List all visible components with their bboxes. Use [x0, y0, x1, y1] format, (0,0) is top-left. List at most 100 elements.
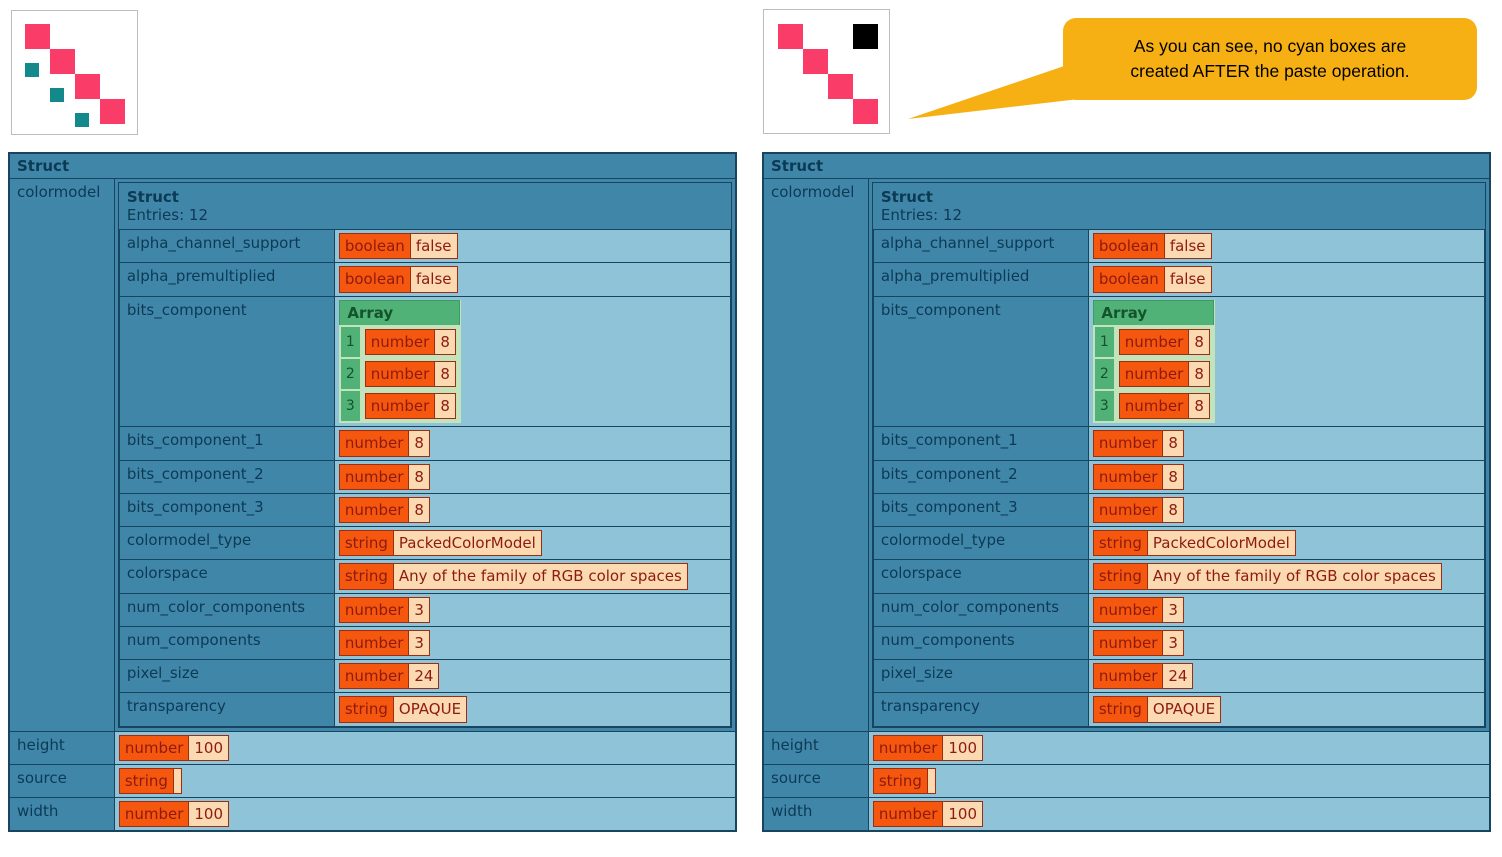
array-index: 1	[1092, 324, 1116, 359]
type-value-badge: string OPAQUE	[338, 696, 468, 723]
type-label: boolean	[1093, 267, 1164, 292]
nested-struct-table: alpha_channel_support boolean false alpha_p…	[118, 228, 732, 727]
type-value-badge: string Any of the family of RGB color spa…	[1092, 563, 1442, 590]
array-value-cell: number 8	[359, 356, 461, 392]
type-label: number	[365, 394, 435, 419]
type-value-badge: number 100	[872, 801, 984, 828]
struct-value-cell: string	[867, 763, 1491, 799]
struct-value-cell: number 24	[1087, 658, 1486, 694]
array-item-row: 1 number 8	[1092, 324, 1215, 359]
struct-key: num_components	[118, 625, 335, 661]
struct-row-height: height number 100	[8, 730, 737, 765]
struct-row-alpha_premultiplied: alpha_premultiplied boolean false	[872, 262, 1486, 297]
type-label: number	[339, 431, 409, 456]
struct-key: bits_component_2	[872, 459, 1089, 494]
value-text: 100	[188, 802, 229, 827]
nested-struct-table: alpha_channel_support boolean false alpha_p…	[872, 228, 1486, 727]
struct-row-num_components: num_components number 3	[872, 625, 1486, 661]
pink-pixel-square	[75, 74, 100, 99]
value-text: 3	[408, 630, 429, 655]
struct-row-bits_component_1: bits_component_1 number 8	[118, 426, 732, 461]
nested-struct: Struct Entries: 12 alpha_channel_support bo…	[117, 182, 732, 728]
struct-key: num_components	[872, 625, 1089, 661]
type-label: string	[119, 768, 173, 793]
struct-key: colorspace	[872, 559, 1089, 594]
struct-header-row: Struct	[762, 152, 1491, 179]
type-value-badge: number 24	[1092, 663, 1194, 690]
struct-key: colorspace	[118, 559, 335, 594]
struct-value-cell: Array 1 number 8 2 number 8 3 number 8	[1087, 295, 1486, 428]
value-text: 100	[942, 802, 983, 827]
struct-key: pixel_size	[872, 658, 1089, 694]
callout-text-line1: As you can see, no cyan boxes are	[1133, 35, 1407, 56]
struct-value-cell: number 100	[867, 797, 1491, 832]
struct-header-row: Struct	[8, 152, 737, 179]
type-value-badge: number 3	[1092, 629, 1184, 656]
struct-title: Struct	[8, 152, 737, 179]
struct-key: num_color_components	[872, 592, 1089, 627]
array-value-cell: number 8	[1113, 324, 1215, 359]
value-text: false	[1163, 267, 1211, 292]
type-label: number	[873, 802, 943, 827]
struct-key: source	[762, 763, 869, 799]
pink-pixel-square	[803, 49, 828, 74]
type-label: number	[365, 361, 435, 386]
nested-struct-header: Struct Entries: 12	[872, 183, 1485, 229]
value-text: 24	[408, 664, 439, 689]
pink-pixel-square	[778, 24, 803, 49]
array-value-cell: number 8	[1113, 388, 1215, 424]
type-value-badge: boolean false	[1092, 233, 1212, 260]
type-value-badge: number 24	[338, 663, 440, 690]
value-text: OPAQUE	[392, 697, 467, 722]
type-label: number	[1093, 630, 1163, 655]
type-label: string	[1093, 564, 1147, 589]
value-text: 100	[188, 735, 229, 760]
struct-panel-before-paste: Struct colormodel Struct Entries: 12 alpha_c…	[8, 152, 737, 833]
struct-key: alpha_channel_support	[118, 228, 335, 264]
value-text: 8	[408, 464, 429, 489]
array-index: 2	[1092, 356, 1116, 392]
type-value-badge: number 100	[118, 734, 230, 761]
struct-row-bits_component_3: bits_component_3 number 8	[118, 492, 732, 528]
callout-bubble: As you can see, no cyan boxes are create…	[1063, 18, 1477, 100]
value-text: 3	[1162, 597, 1183, 622]
struct-value-cell: boolean false	[333, 228, 732, 264]
struct-value-cell: number 3	[1087, 625, 1486, 661]
value-text: Any of the family of RGB color spaces	[392, 564, 687, 589]
pink-pixel-square	[50, 49, 75, 74]
struct-key: height	[762, 730, 869, 765]
struct-panel-after-paste: Struct colormodel Struct Entries: 12 alpha_c…	[762, 152, 1491, 833]
value-text: 24	[1162, 664, 1193, 689]
black-pixel-square	[853, 24, 878, 49]
image-thumbnail-after-paste	[763, 9, 890, 134]
struct-key: bits_component	[118, 295, 335, 428]
value-text: 8	[434, 361, 455, 386]
struct-value-cell: Struct Entries: 12 alpha_channel_support bo…	[113, 178, 737, 732]
nested-struct-title: Struct	[126, 188, 179, 206]
type-label: number	[339, 464, 409, 489]
struct-row-height: height number 100	[762, 730, 1491, 765]
array-item-row: 1 number 8	[338, 324, 461, 359]
type-label: string	[873, 768, 927, 793]
struct-row-alpha_premultiplied: alpha_premultiplied boolean false	[118, 262, 732, 297]
struct-key: num_color_components	[118, 592, 335, 627]
array-value-cell: number 8	[359, 324, 461, 359]
struct-row-width: width number 100	[762, 797, 1491, 832]
nested-struct-entries: Entries: 12	[126, 206, 208, 224]
struct-key: bits_component_3	[872, 492, 1089, 528]
type-value-badge: string	[118, 767, 182, 794]
nested-struct: Struct Entries: 12 alpha_channel_support bo…	[871, 182, 1486, 728]
struct-row-transparency: transparency string OPAQUE	[872, 692, 1486, 727]
type-value-badge: number 8	[338, 463, 430, 490]
struct-row-num_color_components: num_color_components number 3	[872, 592, 1486, 627]
value-text: 8	[434, 394, 455, 419]
struct-row-colormodel: colormodel Struct Entries: 12 alpha_channel…	[8, 178, 737, 732]
array-index: 3	[338, 388, 362, 424]
struct-key: height	[8, 730, 115, 765]
value-text: 8	[1162, 497, 1183, 522]
value-text: false	[1163, 234, 1211, 259]
type-label: boolean	[339, 234, 410, 259]
type-value-badge: number 8	[1118, 393, 1210, 420]
struct-key: colormodel_type	[872, 525, 1089, 561]
type-value-badge: string PackedColorModel	[1092, 530, 1296, 557]
